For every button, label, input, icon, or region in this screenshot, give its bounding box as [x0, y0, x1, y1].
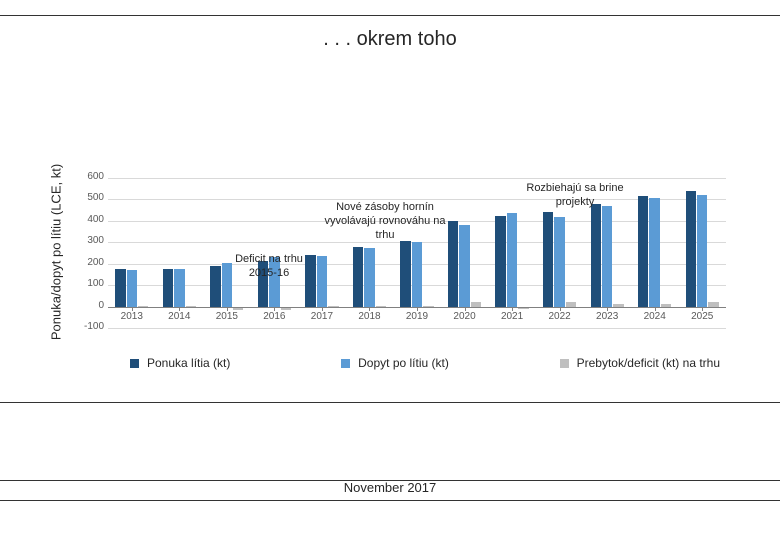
y-tick-labels: -1000100200300400500600	[68, 171, 104, 335]
annotation-deficit: Deficit na trhu 2015-16	[224, 253, 314, 281]
legend-item-balance: Prebytok/deficit (kt) na trhu	[560, 356, 720, 370]
swatch-icon	[341, 359, 350, 368]
legend-label: Ponuka lítia (kt)	[147, 356, 230, 370]
swatch-icon	[130, 359, 139, 368]
footer-date: November 2017	[0, 480, 780, 495]
swatch-icon	[560, 359, 569, 368]
legend-item-supply: Ponuka lítia (kt)	[130, 356, 230, 370]
legend-item-demand: Dopyt po lítiu (kt)	[341, 356, 449, 370]
annotation-brine: Rozbiehajú sa brine projekty	[510, 182, 640, 210]
slide-stage: . . . okrem toho Ponuka/dopyt po lítiu (…	[0, 0, 780, 540]
legend-label: Dopyt po lítiu (kt)	[358, 356, 449, 370]
legend-label: Prebytok/deficit (kt) na trhu	[577, 356, 720, 370]
y-axis-label: Ponuka/dopyt po lítiu (LCE, kt)	[49, 164, 64, 340]
slide-title: . . . okrem toho	[0, 28, 780, 51]
annotation-nove: Nové zásoby hornín vyvolávajú rovnováhu …	[320, 201, 450, 242]
chart-legend: Ponuka lítia (kt) Dopyt po lítiu (kt) Pr…	[130, 356, 720, 370]
